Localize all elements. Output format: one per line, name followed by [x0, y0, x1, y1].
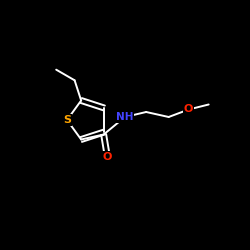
Text: O: O — [184, 104, 193, 115]
Text: NH: NH — [116, 112, 134, 122]
Text: O: O — [103, 152, 112, 162]
Text: S: S — [63, 115, 71, 125]
